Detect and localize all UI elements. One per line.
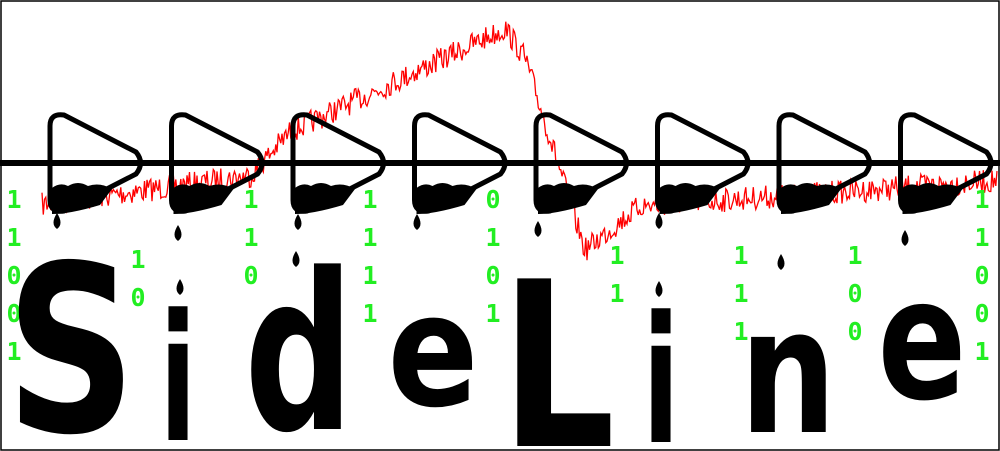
binary-digit: 1 — [362, 223, 377, 252]
buffer-amplifier-icon — [412, 112, 508, 230]
binary-digit: 0 — [485, 261, 500, 290]
ink-fill — [52, 183, 112, 214]
title-letter: d — [244, 227, 353, 451]
buffer-amplifier-icon — [533, 112, 629, 237]
binary-digit: 1 — [733, 241, 748, 270]
binary-digit: 1 — [974, 223, 989, 252]
binary-digit: 1 — [362, 299, 377, 328]
binary-digit: 0 — [6, 261, 21, 290]
ink-fill — [902, 183, 963, 214]
title-letter: L — [501, 233, 615, 451]
buffer-chain — [47, 112, 994, 297]
binary-digit: 0 — [485, 185, 500, 214]
binary-digit: 1 — [130, 245, 145, 274]
ink-drop-icon — [777, 254, 785, 270]
ink-drop-icon — [901, 230, 909, 246]
binary-digit: 1 — [974, 185, 989, 214]
triangle-outline — [776, 112, 872, 214]
binary-digit: 1 — [243, 185, 258, 214]
binary-digit: 0 — [6, 299, 21, 328]
noise-waveform — [41, 21, 998, 261]
binary-digit: 1 — [485, 299, 500, 328]
title-letter: i — [642, 279, 679, 451]
buffer-amplifier-icon — [290, 112, 386, 267]
ink-drop-icon — [655, 281, 663, 297]
binary-digit: 1 — [733, 317, 748, 346]
buffer-amplifier-icon — [169, 112, 265, 295]
ink-fill — [538, 183, 598, 214]
buffer-amplifier-icon — [47, 112, 143, 229]
binary-digits: 1 1 0 0 1 1 0 1 1 0 1 1 1 1 0 1 0 1 1 1 1 1 1 1 0 0 1 1 0 0 1 — [6, 185, 989, 366]
ink-fill — [295, 183, 355, 214]
ink-drop-icon — [534, 221, 542, 237]
triangle-outline — [169, 112, 265, 214]
binary-digit: 0 — [847, 279, 862, 308]
binary-digit: 0 — [243, 261, 258, 290]
binary-digit: 1 — [6, 337, 21, 366]
binary-digit: 1 — [485, 223, 500, 252]
ink-fill — [659, 183, 720, 214]
signal-trace — [41, 21, 998, 261]
buffer-amplifier-icon — [776, 112, 872, 270]
triangle-outline — [533, 112, 629, 214]
binary-digit: 1 — [6, 223, 21, 252]
triangle-outline — [47, 112, 143, 214]
ink-drop-icon — [174, 225, 182, 241]
ink-fill — [416, 183, 477, 214]
buffer-amplifier-icon — [655, 112, 751, 297]
title-letter: S — [6, 217, 136, 451]
binary-digit: 0 — [974, 261, 989, 290]
binary-digit: 1 — [609, 279, 624, 308]
title-letter: i — [159, 277, 196, 451]
ink-drop-icon — [176, 279, 184, 295]
ink-drop-icon — [413, 214, 421, 230]
binary-digit: 0 — [847, 317, 862, 346]
binary-digit: 1 — [733, 279, 748, 308]
ink-drop-icon — [294, 214, 302, 230]
ink-drop-icon — [53, 213, 61, 229]
ink-fill — [781, 183, 841, 214]
binary-digit: 1 — [6, 185, 21, 214]
title-letter: e — [388, 261, 479, 442]
ink-drop-icon — [655, 213, 663, 229]
triangle-outline — [412, 112, 508, 214]
title-letter: e — [878, 242, 967, 438]
binary-digit: 0 — [130, 283, 145, 312]
binary-digit: 1 — [847, 241, 862, 270]
binary-digit: 1 — [362, 261, 377, 290]
binary-digit: 0 — [974, 299, 989, 328]
triangle-outline — [655, 112, 751, 214]
binary-digit: 1 — [609, 241, 624, 270]
title-letter: n — [740, 270, 837, 451]
triangle-outline — [290, 112, 386, 214]
ink-fill — [173, 183, 234, 214]
binary-digit: 1 — [362, 185, 377, 214]
buffer-amplifier-icon — [898, 112, 994, 246]
triangle-outline — [898, 112, 994, 214]
ink-drop-icon — [292, 251, 300, 267]
binary-digit: 1 — [243, 223, 258, 252]
binary-digit: 1 — [974, 337, 989, 366]
